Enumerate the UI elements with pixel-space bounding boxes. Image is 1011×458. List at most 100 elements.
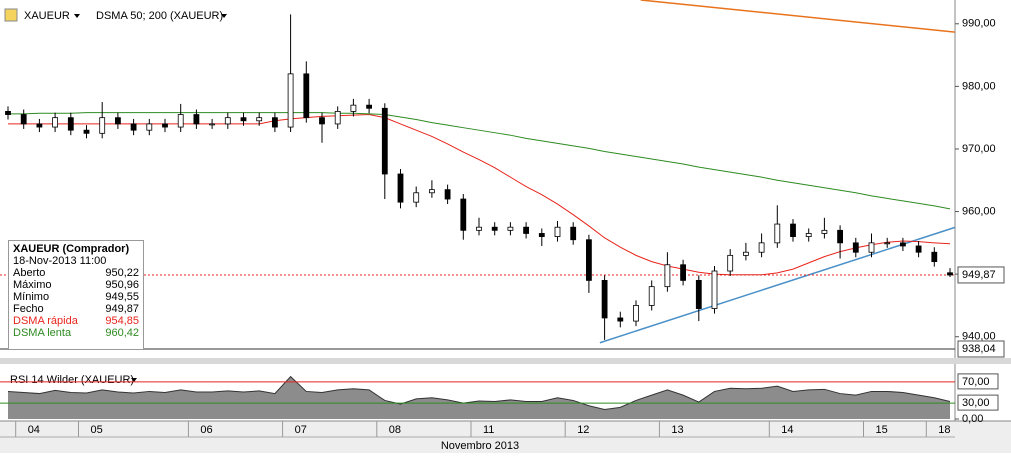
info-value: 954,85 xyxy=(105,315,139,327)
dropdown[interactable] xyxy=(131,378,137,382)
candle-body xyxy=(727,254,734,272)
candle-body xyxy=(633,305,639,322)
info-box: XAUEUR (Comprador) 18-Nov-2013 11:00 Abe… xyxy=(8,240,144,350)
rsi-area xyxy=(8,376,950,419)
y-tick-label: 940,00 xyxy=(962,331,996,343)
dropdown[interactable] xyxy=(74,14,80,18)
info-label: DSMA rápida xyxy=(13,315,78,327)
symbol-icon[interactable] xyxy=(4,8,18,22)
candle-body xyxy=(947,272,953,276)
last-price-label: 949,87 xyxy=(962,269,996,281)
candle-body xyxy=(240,117,247,122)
last-price-box xyxy=(957,266,1005,284)
info-label: Mínimo xyxy=(13,291,50,303)
rsi-line xyxy=(7,375,951,410)
x-tick-label: 07 xyxy=(295,424,307,436)
candle-body xyxy=(99,117,106,134)
candle-body xyxy=(586,239,592,281)
info-label: Aberto xyxy=(13,267,46,279)
info-row: Mínimo 949,55 xyxy=(13,291,139,303)
y-axis-min-label: 938,04 xyxy=(962,343,996,355)
info-value: 949,55 xyxy=(105,291,139,303)
candle-body xyxy=(664,264,671,288)
indicator[interactable]: DSMA 50; 200 (XAUEUR) xyxy=(96,10,223,22)
candle-body xyxy=(476,226,482,231)
rsi-level-box xyxy=(957,373,999,390)
info-date: 18-Nov-2013 11:00 xyxy=(13,255,107,267)
candle-body xyxy=(146,123,153,131)
x-tick-label: 11 xyxy=(483,424,494,436)
candle-body xyxy=(648,286,655,306)
candle-body xyxy=(5,111,11,115)
candle-body xyxy=(570,226,577,241)
info-row: Aberto 950,22 xyxy=(13,267,139,279)
x-tick-label: 05 xyxy=(91,424,103,436)
candle-body xyxy=(805,233,812,237)
candle-body xyxy=(130,123,137,131)
info-row: Máximo 950,96 xyxy=(13,279,139,291)
candle-body xyxy=(397,173,404,203)
candle-body xyxy=(193,114,200,125)
candle-body xyxy=(20,114,27,125)
candle-body xyxy=(209,123,216,126)
candle-body xyxy=(915,245,922,253)
candle-body xyxy=(381,107,388,175)
trendline xyxy=(599,226,956,344)
candle-body xyxy=(334,111,341,125)
info-label: Máximo xyxy=(13,279,52,291)
info-rows: Aberto 950,22 Máximo 950,96 Mínimo 949,55 Fech… xyxy=(13,267,139,339)
candle-body xyxy=(52,117,58,128)
candle-body xyxy=(224,117,231,125)
symbol[interactable]: XAUEUR xyxy=(24,10,70,22)
candle-body xyxy=(868,242,875,253)
candle-body xyxy=(67,117,74,131)
x-axis-title: Novembro 2013 xyxy=(441,440,519,452)
candle-body xyxy=(350,104,357,112)
candle-body xyxy=(115,117,121,125)
x-tick-label: 04 xyxy=(28,424,40,436)
candle-body xyxy=(821,229,828,234)
info-row: DSMA lenta 960,42 xyxy=(13,327,139,339)
candle-body xyxy=(271,117,278,128)
candle-body xyxy=(177,114,184,128)
candle-body xyxy=(931,251,938,263)
candle-body xyxy=(460,198,467,231)
candle-body xyxy=(162,123,168,128)
candle-body xyxy=(444,189,451,200)
candle-body xyxy=(601,280,608,319)
candle-body xyxy=(538,233,545,237)
candle-body xyxy=(428,189,435,194)
candle-body xyxy=(413,192,420,203)
info-label: DSMA lenta xyxy=(13,327,72,339)
candle-body xyxy=(319,117,325,125)
info-value: 949,87 xyxy=(105,303,139,315)
candle-body xyxy=(617,317,624,322)
candle-body xyxy=(256,117,263,122)
x-tick-label: 08 xyxy=(389,424,401,436)
rsi-tick-label: 30,00 xyxy=(962,397,990,409)
candle-body xyxy=(695,280,702,309)
candle-body xyxy=(83,129,90,134)
candle-body xyxy=(303,73,310,119)
dropdown[interactable] xyxy=(221,14,227,18)
candle-body xyxy=(507,226,514,231)
candle-body xyxy=(774,223,781,244)
separator xyxy=(0,358,1011,364)
candle-body xyxy=(837,229,843,244)
candle-body xyxy=(900,242,906,247)
info-title: XAUEUR (Comprador) xyxy=(13,243,130,255)
candle-body xyxy=(743,251,749,256)
info-row: DSMA rápida 954,85 xyxy=(13,315,139,327)
moving-average xyxy=(8,112,951,210)
rsi-tick-label: 0,00 xyxy=(962,413,983,425)
info-label: Fecho xyxy=(13,303,44,315)
y-tick-label: 990,00 xyxy=(962,18,996,30)
info-value: 950,96 xyxy=(105,279,139,291)
y-tick-label: 960,00 xyxy=(962,205,996,217)
rsi-title[interactable]: RSI 14 Wilder (XAUEUR) xyxy=(10,374,134,386)
y-min-box xyxy=(957,340,1005,358)
candle-body xyxy=(287,73,294,128)
x-tick-label: 18 xyxy=(938,424,950,436)
